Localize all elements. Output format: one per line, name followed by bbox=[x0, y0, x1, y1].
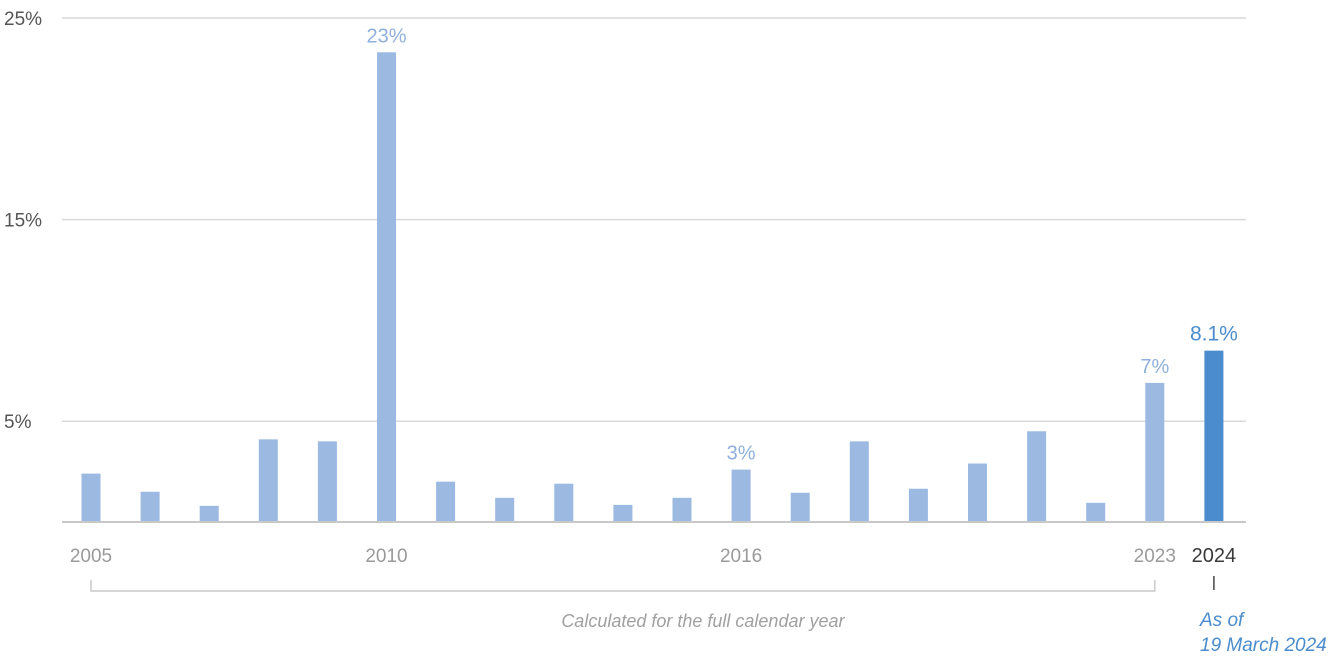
bar-2007 bbox=[199, 505, 219, 522]
as-of-note-line-1: As of bbox=[1199, 610, 1245, 631]
data-labels: 23% 3% 7% 8.1% bbox=[366, 25, 1237, 464]
bar-2013 bbox=[554, 483, 574, 522]
y-tick-label-15: 15% bbox=[4, 211, 42, 232]
data-label-2024: 8.1% bbox=[1190, 323, 1238, 346]
bar-2018 bbox=[849, 441, 869, 522]
data-label-2010: 23% bbox=[366, 25, 406, 47]
bar-2022 bbox=[1086, 502, 1106, 522]
bracket-line bbox=[90, 580, 1156, 592]
y-tick-label-25: 25% bbox=[4, 9, 42, 30]
bar-2008 bbox=[258, 439, 278, 522]
bar-2014 bbox=[613, 504, 633, 522]
gridlines bbox=[62, 17, 1246, 422]
bar-2005 bbox=[81, 473, 101, 522]
bar-2016 bbox=[731, 469, 751, 522]
full-year-note: Calculated for the full calendar year bbox=[561, 611, 845, 631]
x-tick-label-2016: 2016 bbox=[720, 546, 762, 567]
bar-2012 bbox=[495, 497, 515, 522]
bar-2006 bbox=[140, 491, 160, 522]
bar-2020 bbox=[968, 463, 987, 522]
bar-2009 bbox=[317, 441, 337, 522]
full-year-range-bracket bbox=[90, 580, 1156, 592]
bar-2021 bbox=[1027, 431, 1047, 522]
bar-2019 bbox=[908, 488, 928, 522]
x-tick-label-2024: 2024 bbox=[1192, 545, 1237, 567]
bars bbox=[81, 52, 1224, 522]
bar-2010 bbox=[377, 52, 396, 522]
data-label-2023: 7% bbox=[1140, 356, 1169, 378]
x-tick-label-2005: 2005 bbox=[70, 546, 112, 567]
x-tick-label-2023: 2023 bbox=[1134, 546, 1176, 567]
bar-2011 bbox=[436, 481, 456, 522]
data-label-2016: 3% bbox=[727, 443, 756, 465]
bar-2017 bbox=[790, 492, 810, 522]
bar-2024 bbox=[1204, 350, 1224, 522]
bar-2015 bbox=[672, 497, 692, 522]
y-axis-tick-labels: 25% 15% 5% bbox=[4, 9, 42, 433]
y-tick-label-5: 5% bbox=[4, 412, 32, 433]
x-axis-tick-labels: 2005 2010 2016 2023 2024 bbox=[70, 545, 1236, 567]
bar-2023 bbox=[1145, 382, 1165, 522]
as-of-note-line-2: 19 March 2024 bbox=[1200, 635, 1327, 656]
x-tick-label-2010: 2010 bbox=[365, 546, 407, 567]
